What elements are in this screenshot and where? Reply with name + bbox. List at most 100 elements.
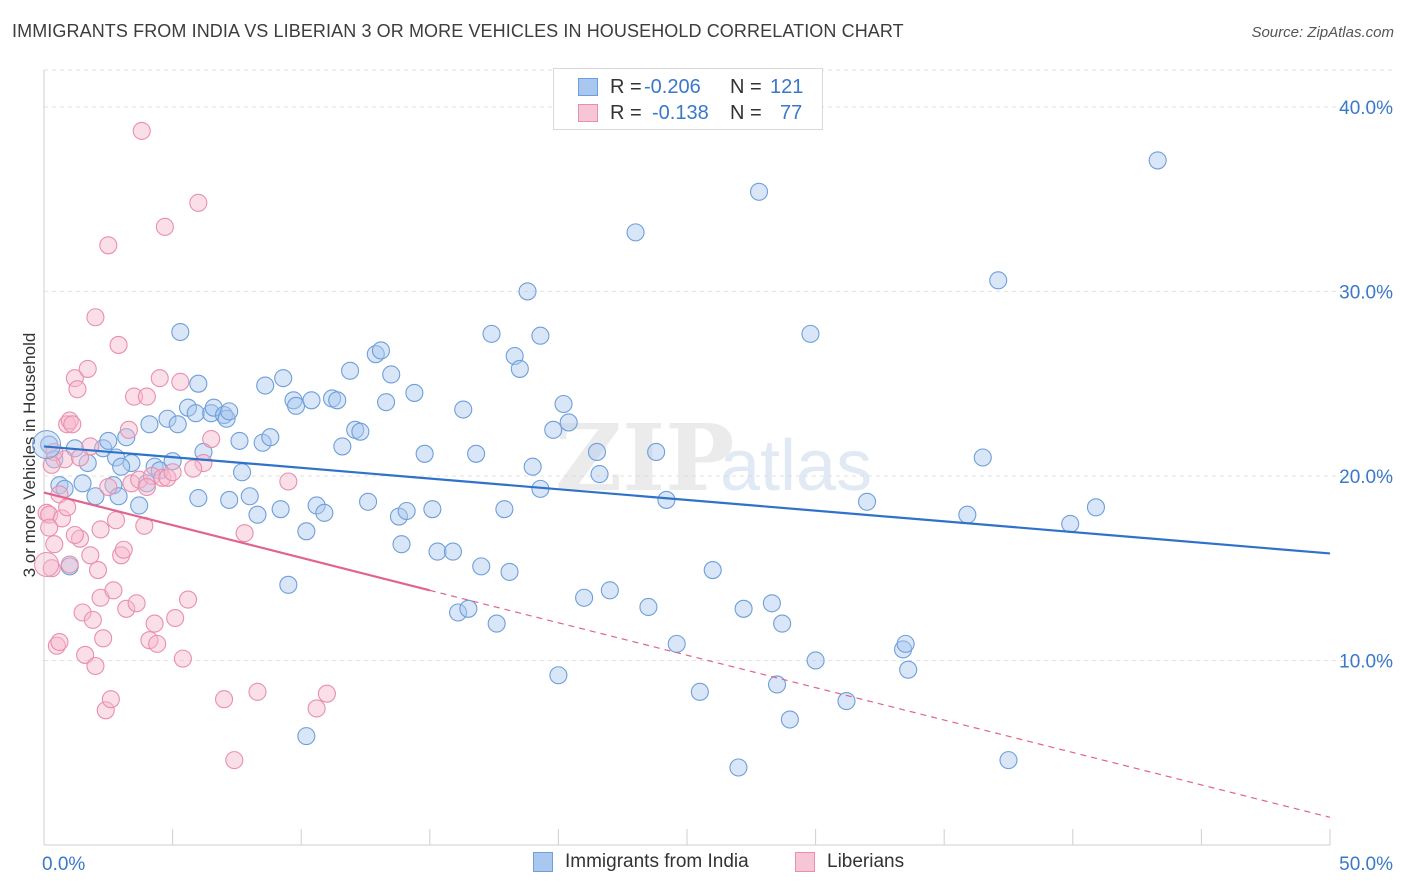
india-point bbox=[729, 758, 748, 777]
india-point bbox=[371, 341, 390, 360]
x-tick-label: 0.0% bbox=[42, 854, 85, 875]
liberian-point bbox=[117, 599, 136, 618]
india-point bbox=[958, 505, 977, 524]
legend-item-india[interactable]: Immigrants from India bbox=[533, 851, 749, 873]
liberian-point bbox=[34, 552, 60, 578]
liberian-point bbox=[104, 581, 123, 600]
india-point bbox=[657, 490, 676, 509]
liberian-point bbox=[70, 448, 90, 467]
india-point bbox=[590, 465, 609, 484]
india-point bbox=[248, 505, 267, 524]
liberian-point bbox=[106, 511, 126, 530]
india-point bbox=[415, 444, 434, 463]
chart-title: IMMIGRANTS FROM INDIA VS LIBERIAN 3 OR M… bbox=[12, 21, 904, 41]
india-point bbox=[472, 557, 491, 576]
india-point bbox=[857, 492, 877, 511]
india-point bbox=[220, 402, 239, 421]
india-point bbox=[626, 223, 645, 242]
liberian-point bbox=[184, 459, 203, 478]
watermark-atlas: atlas bbox=[720, 426, 872, 506]
india-point bbox=[328, 391, 347, 410]
legend-item-liberian[interactable]: Liberians bbox=[795, 851, 904, 873]
india-point bbox=[1061, 514, 1080, 533]
india-point bbox=[749, 182, 769, 201]
india-point bbox=[377, 393, 396, 412]
india-point bbox=[220, 490, 239, 509]
liberian-point bbox=[73, 603, 92, 622]
liberian-point bbox=[40, 518, 59, 537]
india-point bbox=[518, 282, 537, 301]
india-point bbox=[495, 500, 514, 519]
india-point bbox=[896, 634, 915, 653]
india-point bbox=[351, 422, 370, 441]
india-point bbox=[240, 487, 259, 506]
legend-n-value: 121 bbox=[770, 75, 804, 98]
liberian-point bbox=[101, 690, 120, 709]
legend-r-value: -0.206 bbox=[644, 75, 701, 98]
india-point bbox=[899, 660, 918, 679]
india-point bbox=[523, 457, 542, 476]
india-point bbox=[315, 503, 334, 522]
liberian-point bbox=[81, 546, 100, 565]
india-point bbox=[459, 599, 478, 618]
legend-row-liberian: R = -0.138 N = 77 bbox=[578, 101, 802, 125]
liberian-point bbox=[58, 498, 77, 517]
liberian-point bbox=[109, 335, 128, 354]
legend-n-label: N = bbox=[730, 75, 762, 98]
india-point bbox=[130, 496, 149, 515]
liberian-point bbox=[189, 193, 208, 212]
india-point bbox=[587, 442, 607, 462]
india-point bbox=[168, 415, 187, 434]
liberian-point bbox=[137, 387, 156, 406]
india-point bbox=[359, 492, 378, 511]
legend-row-india: R = -0.206 N = 121 bbox=[578, 75, 803, 99]
legend-r-label: R = bbox=[610, 75, 642, 98]
india-point bbox=[454, 400, 473, 419]
india-point bbox=[559, 413, 578, 432]
india-point bbox=[989, 271, 1008, 290]
y-tick-label: 30.0% bbox=[1339, 282, 1393, 303]
liberian-point bbox=[317, 684, 336, 703]
liberian-point bbox=[225, 751, 244, 770]
liberian-point bbox=[248, 682, 267, 701]
liberian-point bbox=[155, 217, 174, 236]
india-point bbox=[341, 361, 360, 380]
liberian-point bbox=[52, 509, 72, 528]
india-point bbox=[734, 599, 753, 618]
india-point bbox=[801, 324, 820, 343]
liberian-point bbox=[119, 420, 138, 439]
india-point bbox=[302, 391, 321, 410]
legend-r-value: -0.138 bbox=[652, 101, 709, 124]
india-point bbox=[639, 597, 658, 617]
india-point bbox=[549, 666, 568, 685]
liberian-point bbox=[114, 540, 133, 559]
liberian-trend-extension bbox=[429, 589, 1331, 818]
india-point bbox=[780, 710, 799, 729]
india-point bbox=[423, 500, 442, 519]
liberian-point bbox=[166, 608, 185, 628]
liberian-point bbox=[99, 236, 118, 255]
india-point bbox=[510, 359, 529, 378]
india-point bbox=[297, 727, 316, 746]
india-point bbox=[333, 437, 352, 456]
india-point bbox=[274, 369, 293, 388]
y-tick-label: 10.0% bbox=[1339, 651, 1393, 672]
liberian-point bbox=[88, 561, 108, 580]
liberian-point bbox=[214, 690, 234, 709]
liberian-point bbox=[124, 387, 144, 406]
y-tick-label: 20.0% bbox=[1339, 467, 1393, 488]
y-tick-label: 40.0% bbox=[1339, 98, 1393, 119]
india-point bbox=[256, 376, 275, 395]
india-point bbox=[204, 398, 223, 417]
india-point bbox=[487, 614, 506, 633]
legend-r-label: R = bbox=[610, 101, 642, 124]
legend-n-value: 77 bbox=[780, 101, 803, 124]
india-point bbox=[186, 404, 205, 423]
legend-n-label: N = bbox=[730, 101, 762, 124]
liberian-point bbox=[63, 415, 82, 434]
liberian-point bbox=[132, 121, 151, 140]
india-point bbox=[158, 409, 177, 428]
india-point bbox=[271, 500, 290, 519]
liberian-point bbox=[60, 555, 79, 574]
liberian-point bbox=[86, 656, 105, 676]
